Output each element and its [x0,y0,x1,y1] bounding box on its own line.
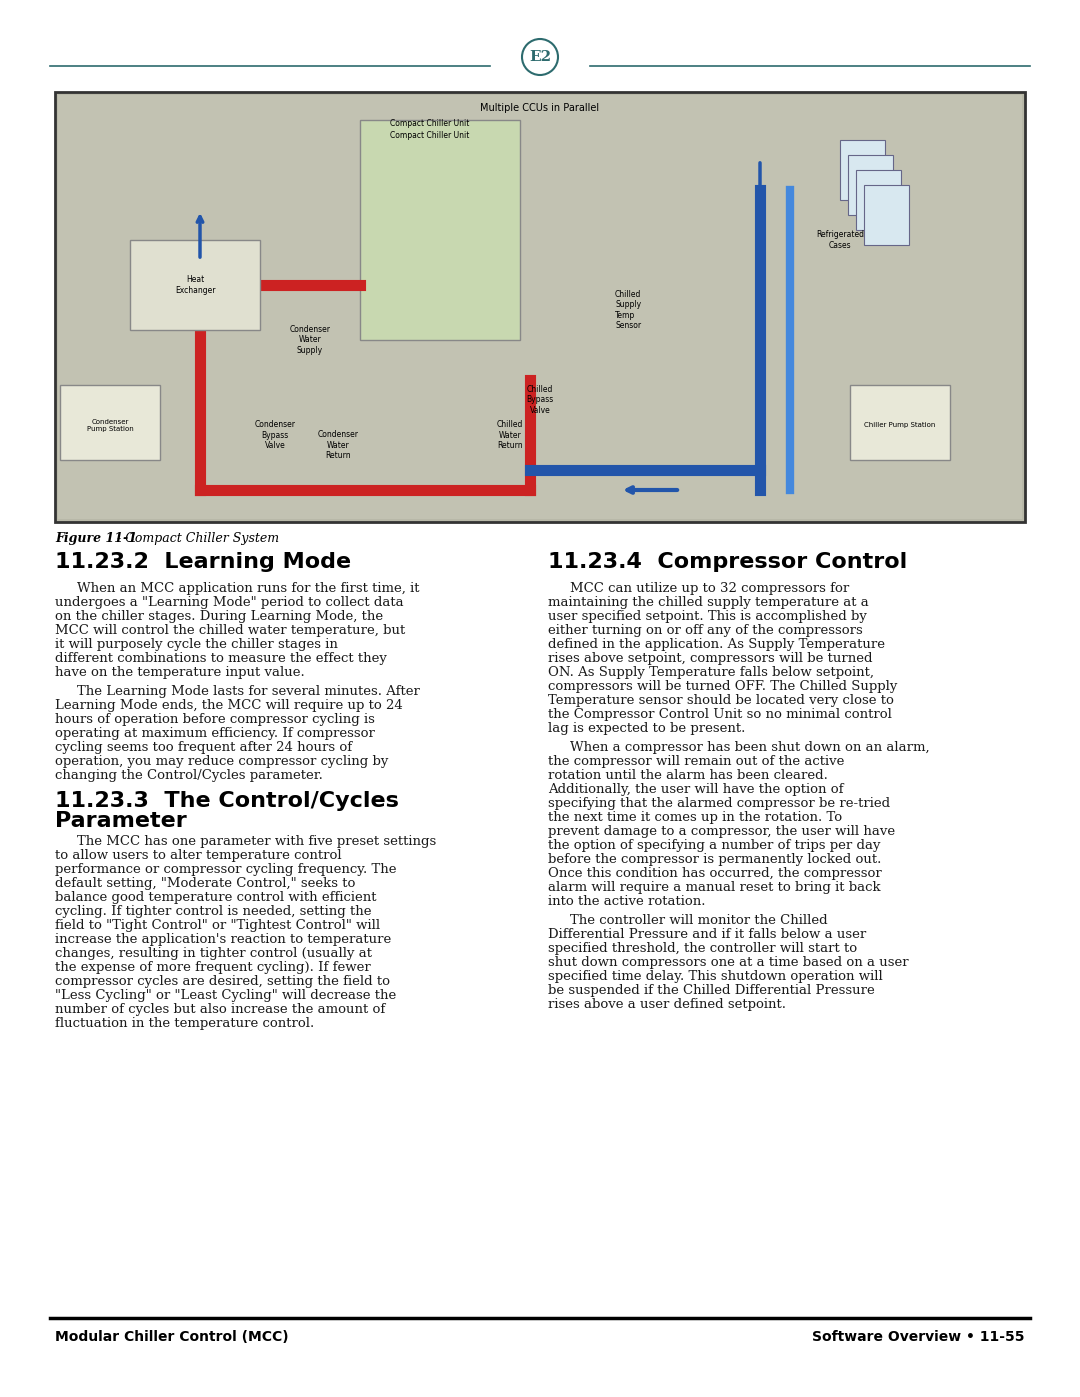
Text: increase the application's reaction to temperature: increase the application's reaction to t… [55,933,391,946]
Text: The controller will monitor the Chilled: The controller will monitor the Chilled [570,914,827,928]
Bar [55,92,1025,522]
Text: the next time it comes up in the rotation. To: the next time it comes up in the rotatio… [548,812,842,824]
Text: operating at maximum efficiency. If compressor: operating at maximum efficiency. If comp… [55,726,375,740]
Text: the expense of more frequent cycling). If fewer: the expense of more frequent cycling). I… [55,961,370,974]
Text: specified threshold, the controller will start to: specified threshold, the controller will… [548,942,858,956]
Text: The MCC has one parameter with five preset settings: The MCC has one parameter with five pres… [77,835,436,848]
Text: either turning on or off any of the compressors: either turning on or off any of the comp… [548,624,863,637]
Bar [130,240,260,330]
Circle shape [522,39,558,75]
Text: compressors will be turned OFF. The Chilled Supply: compressors will be turned OFF. The Chil… [548,680,897,693]
Text: prevent damage to a compressor, the user will have: prevent damage to a compressor, the user… [548,826,895,838]
Text: shut down compressors one at a time based on a user: shut down compressors one at a time base… [548,956,908,970]
Text: Multiple CCUs in Parallel: Multiple CCUs in Parallel [481,103,599,113]
Text: Additionally, the user will have the option of: Additionally, the user will have the opt… [548,782,843,796]
Text: to allow users to alter temperature control: to allow users to alter temperature cont… [55,849,341,862]
Bar [58,95,1022,520]
Text: ON. As Supply Temperature falls below setpoint,: ON. As Supply Temperature falls below se… [548,666,874,679]
Text: the Compressor Control Unit so no minimal control: the Compressor Control Unit so no minima… [548,708,892,721]
Text: MCC will control the chilled water temperature, but: MCC will control the chilled water tempe… [55,624,405,637]
Bar [850,386,950,460]
Text: on the chiller stages. During Learning Mode, the: on the chiller stages. During Learning M… [55,610,383,623]
Text: 11.23.4  Compressor Control: 11.23.4 Compressor Control [548,552,907,571]
Text: Refrigerated
Cases: Refrigerated Cases [816,231,864,250]
Text: alarm will require a manual reset to bring it back: alarm will require a manual reset to bri… [548,882,880,894]
Text: fluctuation in the temperature control.: fluctuation in the temperature control. [55,1017,314,1030]
Text: Chiller Pump Station: Chiller Pump Station [864,422,935,427]
Text: hours of operation before compressor cycling is: hours of operation before compressor cyc… [55,712,375,726]
Text: Software Overview • 11-55: Software Overview • 11-55 [812,1330,1025,1344]
Text: cycling seems too frequent after 24 hours of: cycling seems too frequent after 24 hour… [55,740,352,754]
Bar [856,170,901,231]
Text: user specified setpoint. This is accomplished by: user specified setpoint. This is accompl… [548,610,867,623]
Text: undergoes a "Learning Mode" period to collect data: undergoes a "Learning Mode" period to co… [55,597,404,609]
Text: Differential Pressure and if it falls below a user: Differential Pressure and if it falls be… [548,928,866,942]
Text: Condenser
Water
Supply: Condenser Water Supply [289,326,330,355]
Bar [864,184,909,244]
Text: Heat
Exchanger: Heat Exchanger [175,275,215,295]
Text: cycling. If tighter control is needed, setting the: cycling. If tighter control is needed, s… [55,905,372,918]
Text: Compact Chiller Unit: Compact Chiller Unit [390,131,470,141]
Text: Compact Chiller Unit: Compact Chiller Unit [390,120,470,129]
Text: the option of specifying a number of trips per day: the option of specifying a number of tri… [548,840,880,852]
Text: Figure 11-1: Figure 11-1 [55,532,137,545]
Text: rotation until the alarm has been cleared.: rotation until the alarm has been cleare… [548,768,828,782]
Text: Chilled
Bypass
Valve: Chilled Bypass Valve [526,386,554,415]
Text: changing the Control/Cycles parameter.: changing the Control/Cycles parameter. [55,768,323,782]
Text: default setting, "Moderate Control," seeks to: default setting, "Moderate Control," see… [55,877,355,890]
Text: MCC can utilize up to 32 compressors for: MCC can utilize up to 32 compressors for [570,583,849,595]
Text: into the active rotation.: into the active rotation. [548,895,705,908]
Text: the compressor will remain out of the active: the compressor will remain out of the ac… [548,754,845,768]
Text: When an MCC application runs for the first time, it: When an MCC application runs for the fir… [77,583,419,595]
Text: 11.23.3  The Control/Cycles: 11.23.3 The Control/Cycles [55,791,399,812]
Text: Chilled
Supply
Temp
Sensor: Chilled Supply Temp Sensor [615,291,642,330]
Text: field to "Tight Control" or "Tightest Control" will: field to "Tight Control" or "Tightest Co… [55,919,380,932]
Text: number of cycles but also increase the amount of: number of cycles but also increase the a… [55,1003,386,1016]
Text: Condenser
Water
Return: Condenser Water Return [318,430,359,460]
Text: 11.23.2  Learning Mode: 11.23.2 Learning Mode [55,552,351,571]
Text: changes, resulting in tighter control (usually at: changes, resulting in tighter control (u… [55,947,372,960]
Text: be suspended if the Chilled Differential Pressure: be suspended if the Chilled Differential… [548,983,875,997]
Text: lag is expected to be present.: lag is expected to be present. [548,722,745,735]
Text: maintaining the chilled supply temperature at a: maintaining the chilled supply temperatu… [548,597,868,609]
Bar [840,140,885,200]
Text: - Compact Chiller System: - Compact Chiller System [113,532,279,545]
Text: Once this condition has occurred, the compressor: Once this condition has occurred, the co… [548,868,881,880]
Text: Parameter: Parameter [55,812,187,831]
Text: Condenser
Pump Station: Condenser Pump Station [86,419,133,432]
Text: When a compressor has been shut down on an alarm,: When a compressor has been shut down on … [570,740,930,754]
Text: Modular Chiller Control (MCC): Modular Chiller Control (MCC) [55,1330,288,1344]
Text: have on the temperature input value.: have on the temperature input value. [55,666,305,679]
Bar [848,155,893,215]
Text: E2: E2 [529,50,551,64]
Text: before the compressor is permanently locked out.: before the compressor is permanently loc… [548,854,881,866]
Text: Temperature sensor should be located very close to: Temperature sensor should be located ver… [548,694,894,707]
Text: Condenser
Bypass
Valve: Condenser Bypass Valve [255,420,296,450]
Text: balance good temperature control with efficient: balance good temperature control with ef… [55,891,377,904]
Text: rises above a user defined setpoint.: rises above a user defined setpoint. [548,997,786,1011]
Text: Chilled
Water
Return: Chilled Water Return [497,420,523,450]
Text: Learning Mode ends, the MCC will require up to 24: Learning Mode ends, the MCC will require… [55,698,403,712]
Text: specifying that the alarmed compressor be re-tried: specifying that the alarmed compressor b… [548,798,890,810]
Text: defined in the application. As Supply Temperature: defined in the application. As Supply Te… [548,638,885,651]
Text: compressor cycles are desired, setting the field to: compressor cycles are desired, setting t… [55,975,390,988]
Text: it will purposely cycle the chiller stages in: it will purposely cycle the chiller stag… [55,638,338,651]
Text: operation, you may reduce compressor cycling by: operation, you may reduce compressor cyc… [55,754,389,768]
Text: The Learning Mode lasts for several minutes. After: The Learning Mode lasts for several minu… [77,685,420,698]
Text: rises above setpoint, compressors will be turned: rises above setpoint, compressors will b… [548,652,873,665]
Text: specified time delay. This shutdown operation will: specified time delay. This shutdown oper… [548,970,882,983]
Bar [60,386,160,460]
Bar [360,120,519,339]
Text: "Less Cycling" or "Least Cycling" will decrease the: "Less Cycling" or "Least Cycling" will d… [55,989,396,1002]
Text: different combinations to measure the effect they: different combinations to measure the ef… [55,652,387,665]
Text: performance or compressor cycling frequency. The: performance or compressor cycling freque… [55,863,396,876]
